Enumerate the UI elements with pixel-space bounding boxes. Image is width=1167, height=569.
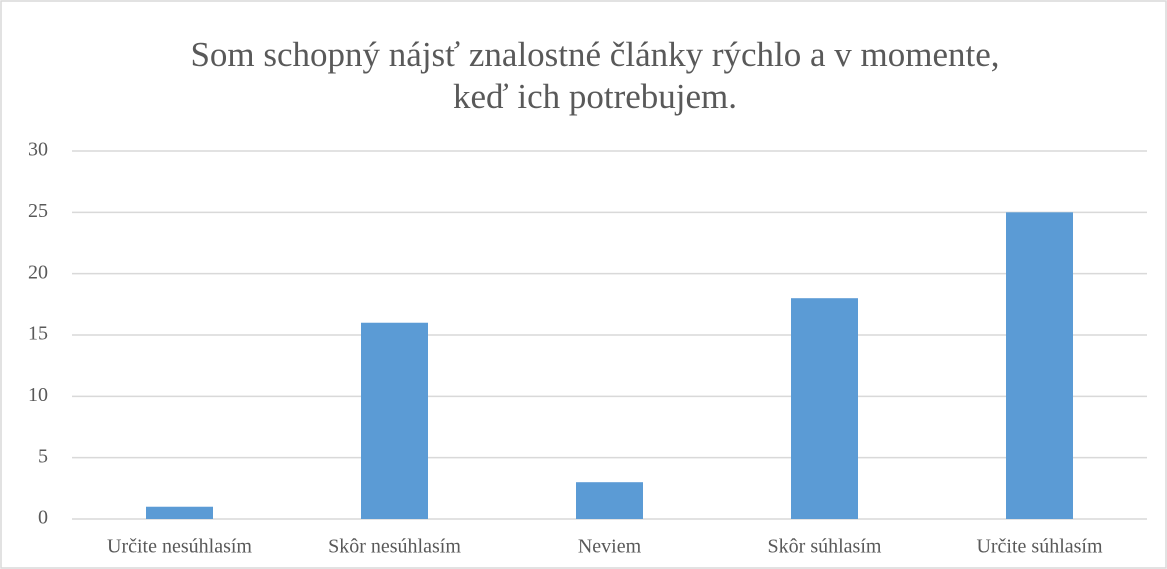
x-tick-label: Určite súhlasím [976,536,1103,558]
y-tick-label: 15 [28,323,48,345]
y-tick-label: 0 [38,507,48,529]
y-tick-label: 20 [28,261,48,283]
x-tick-label: Určite nesúhlasím [107,536,252,558]
x-tick-label: Skôr súhlasím [768,536,882,558]
bar [146,506,213,519]
chart-title: Som schopný nájsť znalostné články rýchl… [190,35,999,74]
y-tick-label: 5 [38,445,48,467]
bar [791,298,858,519]
bar [361,322,428,519]
bar [1006,212,1073,520]
x-tick-label: Neviem [578,536,642,558]
bar [576,482,643,519]
y-tick-label: 10 [28,384,48,406]
y-tick-label: 25 [28,200,48,222]
x-tick-label: Skôr nesúhlasím [328,536,461,558]
y-tick-label: 30 [28,139,48,161]
chart-title: keď ich potrebujem. [453,77,737,116]
